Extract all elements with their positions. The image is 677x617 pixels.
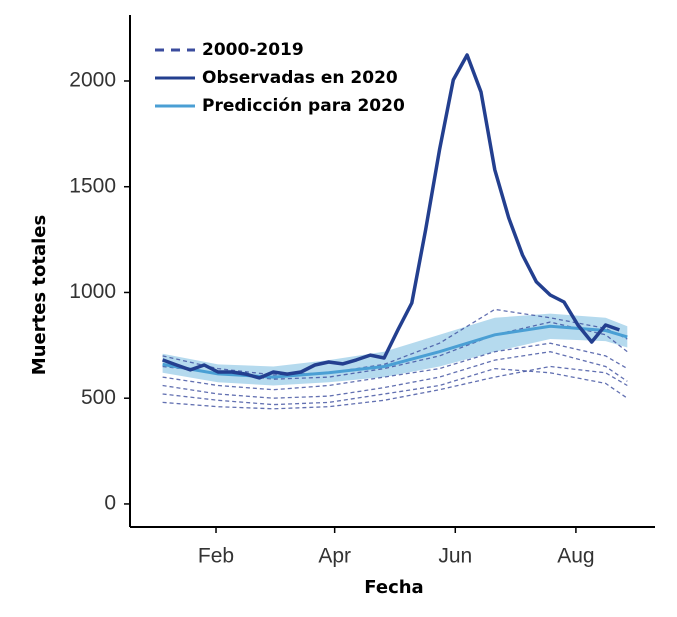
legend-label: Predicción para 2020 (202, 96, 405, 116)
historical-line (162, 351, 628, 399)
historical-line (162, 308, 628, 376)
x-tick-label: Apr (318, 545, 351, 568)
legend-label: Observadas en 2020 (202, 68, 398, 88)
y-tick-label: 2000 (69, 69, 116, 92)
x-tick-label: Feb (198, 545, 234, 568)
x-axis-label: Fecha (364, 577, 423, 598)
historical-line (162, 342, 628, 391)
historical-line (162, 367, 628, 406)
y-tick-label: 1500 (69, 174, 116, 197)
y-tick-label: 1000 (69, 280, 116, 303)
y-tick-label: 500 (81, 386, 116, 409)
x-tick-label: Jun (438, 545, 472, 568)
y-axis-label: Muertes totales (29, 215, 50, 375)
y-tick-label: 0 (104, 491, 116, 514)
observed-line (161, 53, 620, 380)
x-tick-label: Aug (557, 545, 594, 568)
legend-label: 2000-2019 (202, 40, 304, 60)
